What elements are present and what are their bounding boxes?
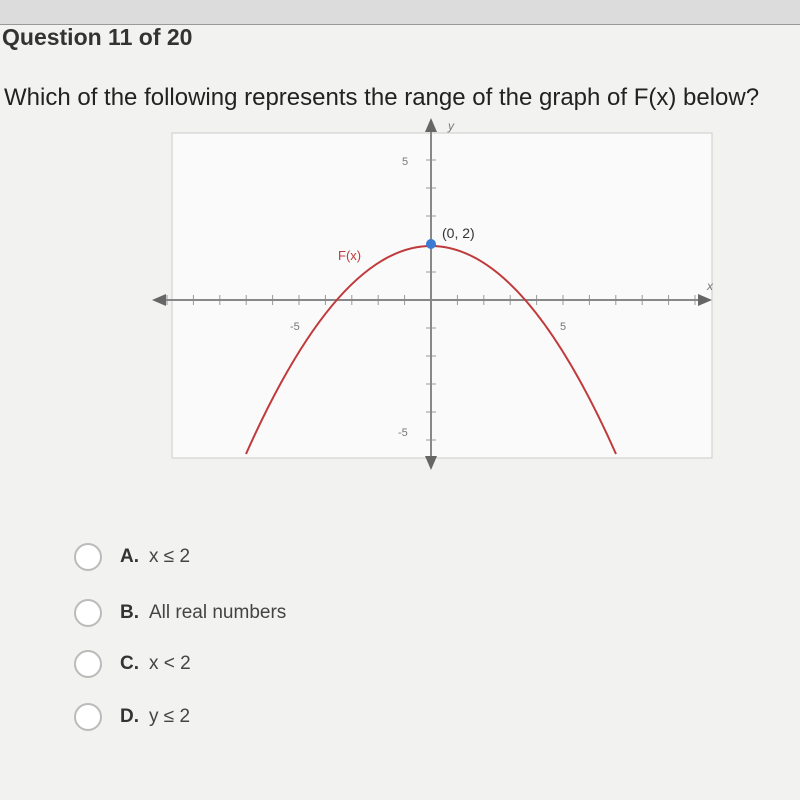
radio[interactable] xyxy=(74,599,102,627)
choice-text: All real numbers xyxy=(149,602,287,623)
y-label: y xyxy=(447,119,455,133)
vertex-point xyxy=(426,239,436,249)
radio[interactable] xyxy=(74,650,102,678)
choice-letter: A. xyxy=(120,546,139,567)
point-label: (0, 2) xyxy=(442,225,475,241)
choice-text: x ≤ 2 xyxy=(149,546,191,567)
y-arrow-bottom xyxy=(425,456,437,470)
choice-letter: C. xyxy=(120,653,139,674)
y-arrow-top xyxy=(425,118,437,132)
x-arrow-right xyxy=(698,294,712,306)
choice[interactable]: C. x < 2 xyxy=(74,650,191,678)
choice[interactable]: A. x ≤ 2 xyxy=(74,543,190,571)
choice[interactable]: D. y ≤ 2 xyxy=(74,703,190,731)
tick-label: -5 xyxy=(398,427,408,439)
x-arrow-left xyxy=(152,294,166,306)
choice-text: y ≤ 2 xyxy=(149,706,191,727)
radio[interactable] xyxy=(74,703,102,731)
tick-label: -5 xyxy=(290,321,300,333)
question-number: Question 11 of 20 xyxy=(2,24,193,50)
choice-letter: D. xyxy=(120,706,139,727)
tick-label: 5 xyxy=(560,321,566,333)
x-label: x xyxy=(706,279,714,293)
choice[interactable]: B. All real numbers xyxy=(74,599,286,627)
function-label: F(x) xyxy=(338,248,361,263)
question-text: Which of the following represents the ra… xyxy=(4,84,760,111)
top-bar xyxy=(0,0,800,25)
choice-letter: B. xyxy=(120,602,139,623)
tick-label: 5 xyxy=(402,156,408,168)
radio[interactable] xyxy=(74,543,102,571)
choice-text: x < 2 xyxy=(149,653,191,674)
graph-box xyxy=(171,132,713,459)
